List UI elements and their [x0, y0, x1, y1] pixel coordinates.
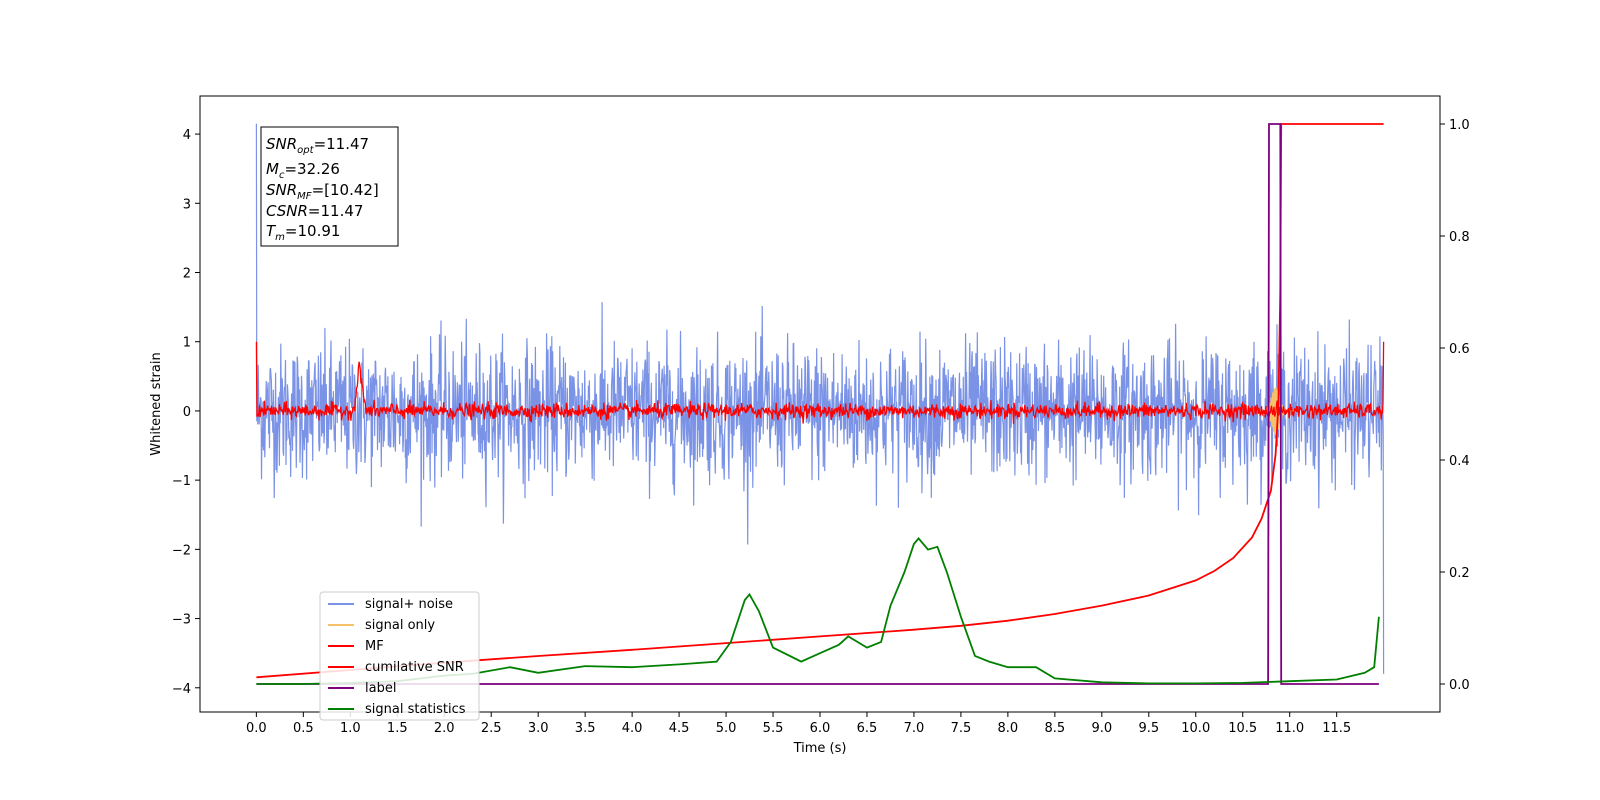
- stats-tm: Tm=10.91: [266, 222, 340, 243]
- legend-entry-signal-only: signal only: [328, 618, 435, 633]
- x-tick-label: 11.0: [1275, 721, 1304, 736]
- y-left-tick-label: −2: [172, 543, 191, 558]
- x-tick-label: 2.5: [481, 721, 502, 736]
- x-tick-label: 10.5: [1228, 721, 1257, 736]
- legend-entry-cumulative-snr: cumilative SNR: [328, 660, 464, 675]
- x-tick-label: 11.5: [1322, 721, 1351, 736]
- stats-snr-mf: SNRMF=[10.42]: [266, 181, 379, 202]
- x-tick-label: 3.0: [528, 721, 549, 736]
- stats-box: SNRopt=11.47 Mc=32.26 SNRMF=[10.42] CSNR…: [260, 126, 399, 247]
- legend-entry-signal-statistics: signal statistics: [328, 702, 466, 717]
- x-tick-label: 5.5: [763, 721, 784, 736]
- y-right-tick-label: 0.2: [1449, 566, 1470, 581]
- legend-label-mf: MF: [365, 639, 384, 654]
- y-right-tick-label: 0.0: [1449, 678, 1470, 693]
- y-right-tick-label: 0.6: [1449, 342, 1470, 357]
- legend-frame: [319, 591, 480, 721]
- legend-label-signal-noise: signal+ noise: [365, 597, 453, 612]
- y-left-tick-label: −3: [172, 613, 191, 628]
- x-tick-label: 4.5: [669, 721, 690, 736]
- legend-entry-mf: MF: [328, 639, 384, 654]
- y-right-tick-label: 1.0: [1449, 118, 1470, 133]
- x-tick-label: 9.0: [1091, 721, 1112, 736]
- x-axis-label: Time (s): [793, 741, 847, 756]
- x-tick-label: 1.0: [340, 721, 361, 736]
- y-right-tick-label: 0.4: [1449, 454, 1470, 469]
- x-axis: 0.0 0.5 1.0 1.5 2.0 2.5 3.0 3.5 4.0 4.5 5.0 5.5 6.0 6…: [246, 712, 1351, 736]
- series-label: [256, 123, 1379, 685]
- x-tick-label: 8.5: [1045, 721, 1066, 736]
- stats-mc: Mc=32.26: [266, 160, 340, 181]
- x-tick-label: 6.0: [810, 721, 831, 736]
- series-signal-statistics: [256, 537, 1380, 685]
- y-left-tick-label: 1: [183, 336, 191, 351]
- x-tick-label: 6.5: [857, 721, 878, 736]
- y-left-tick-label: 3: [183, 197, 191, 212]
- y-axis-left: 4 3 2 1 0 −1 −2 −3 −4: [172, 128, 200, 697]
- legend-entry-signal-noise: signal+ noise: [328, 597, 453, 612]
- y-left-tick-label: −1: [172, 474, 191, 489]
- x-tick-label: 0.0: [246, 721, 267, 736]
- y-axis-right: 1.0 0.8 0.6 0.4 0.2 0.0: [1440, 118, 1470, 693]
- x-tick-label: 2.0: [434, 721, 455, 736]
- y-left-tick-label: −4: [172, 682, 191, 697]
- legend: signal+ noise signal only MF cumilative …: [319, 591, 480, 721]
- x-tick-label: 1.5: [387, 721, 408, 736]
- x-tick-label: 10.0: [1181, 721, 1210, 736]
- x-tick-label: 7.0: [904, 721, 925, 736]
- legend-label-signal-only: signal only: [365, 618, 435, 633]
- series-mf: [255, 341, 1385, 424]
- legend-label-signal-statistics: signal statistics: [365, 702, 466, 717]
- x-tick-label: 5.0: [716, 721, 737, 736]
- x-tick-label: 4.0: [622, 721, 643, 736]
- y-left-tick-label: 4: [183, 128, 191, 143]
- stats-csnr: CSNR=11.47: [266, 202, 363, 220]
- series-signal-noise: [255, 123, 1385, 674]
- y-left-tick-label: 0: [183, 405, 191, 420]
- legend-label-label: label: [365, 681, 396, 696]
- y-left-tick-label: 2: [183, 266, 191, 281]
- legend-label-cumulative-snr: cumilative SNR: [365, 660, 464, 675]
- series-cumulative-snr: [256, 123, 1384, 679]
- x-tick-label: 0.5: [293, 721, 314, 736]
- x-tick-label: 9.5: [1138, 721, 1159, 736]
- stats-box-frame: [260, 126, 399, 247]
- x-tick-label: 8.0: [998, 721, 1019, 736]
- x-tick-label: 3.5: [575, 721, 596, 736]
- x-tick-label: 7.5: [951, 721, 972, 736]
- series-layer: [255, 123, 1385, 685]
- y-axis-label: Whitened strain: [149, 352, 164, 455]
- y-right-tick-label: 0.8: [1449, 230, 1470, 245]
- legend-entry-label: label: [328, 681, 396, 696]
- stats-snr-opt: SNRopt=11.47: [266, 135, 369, 156]
